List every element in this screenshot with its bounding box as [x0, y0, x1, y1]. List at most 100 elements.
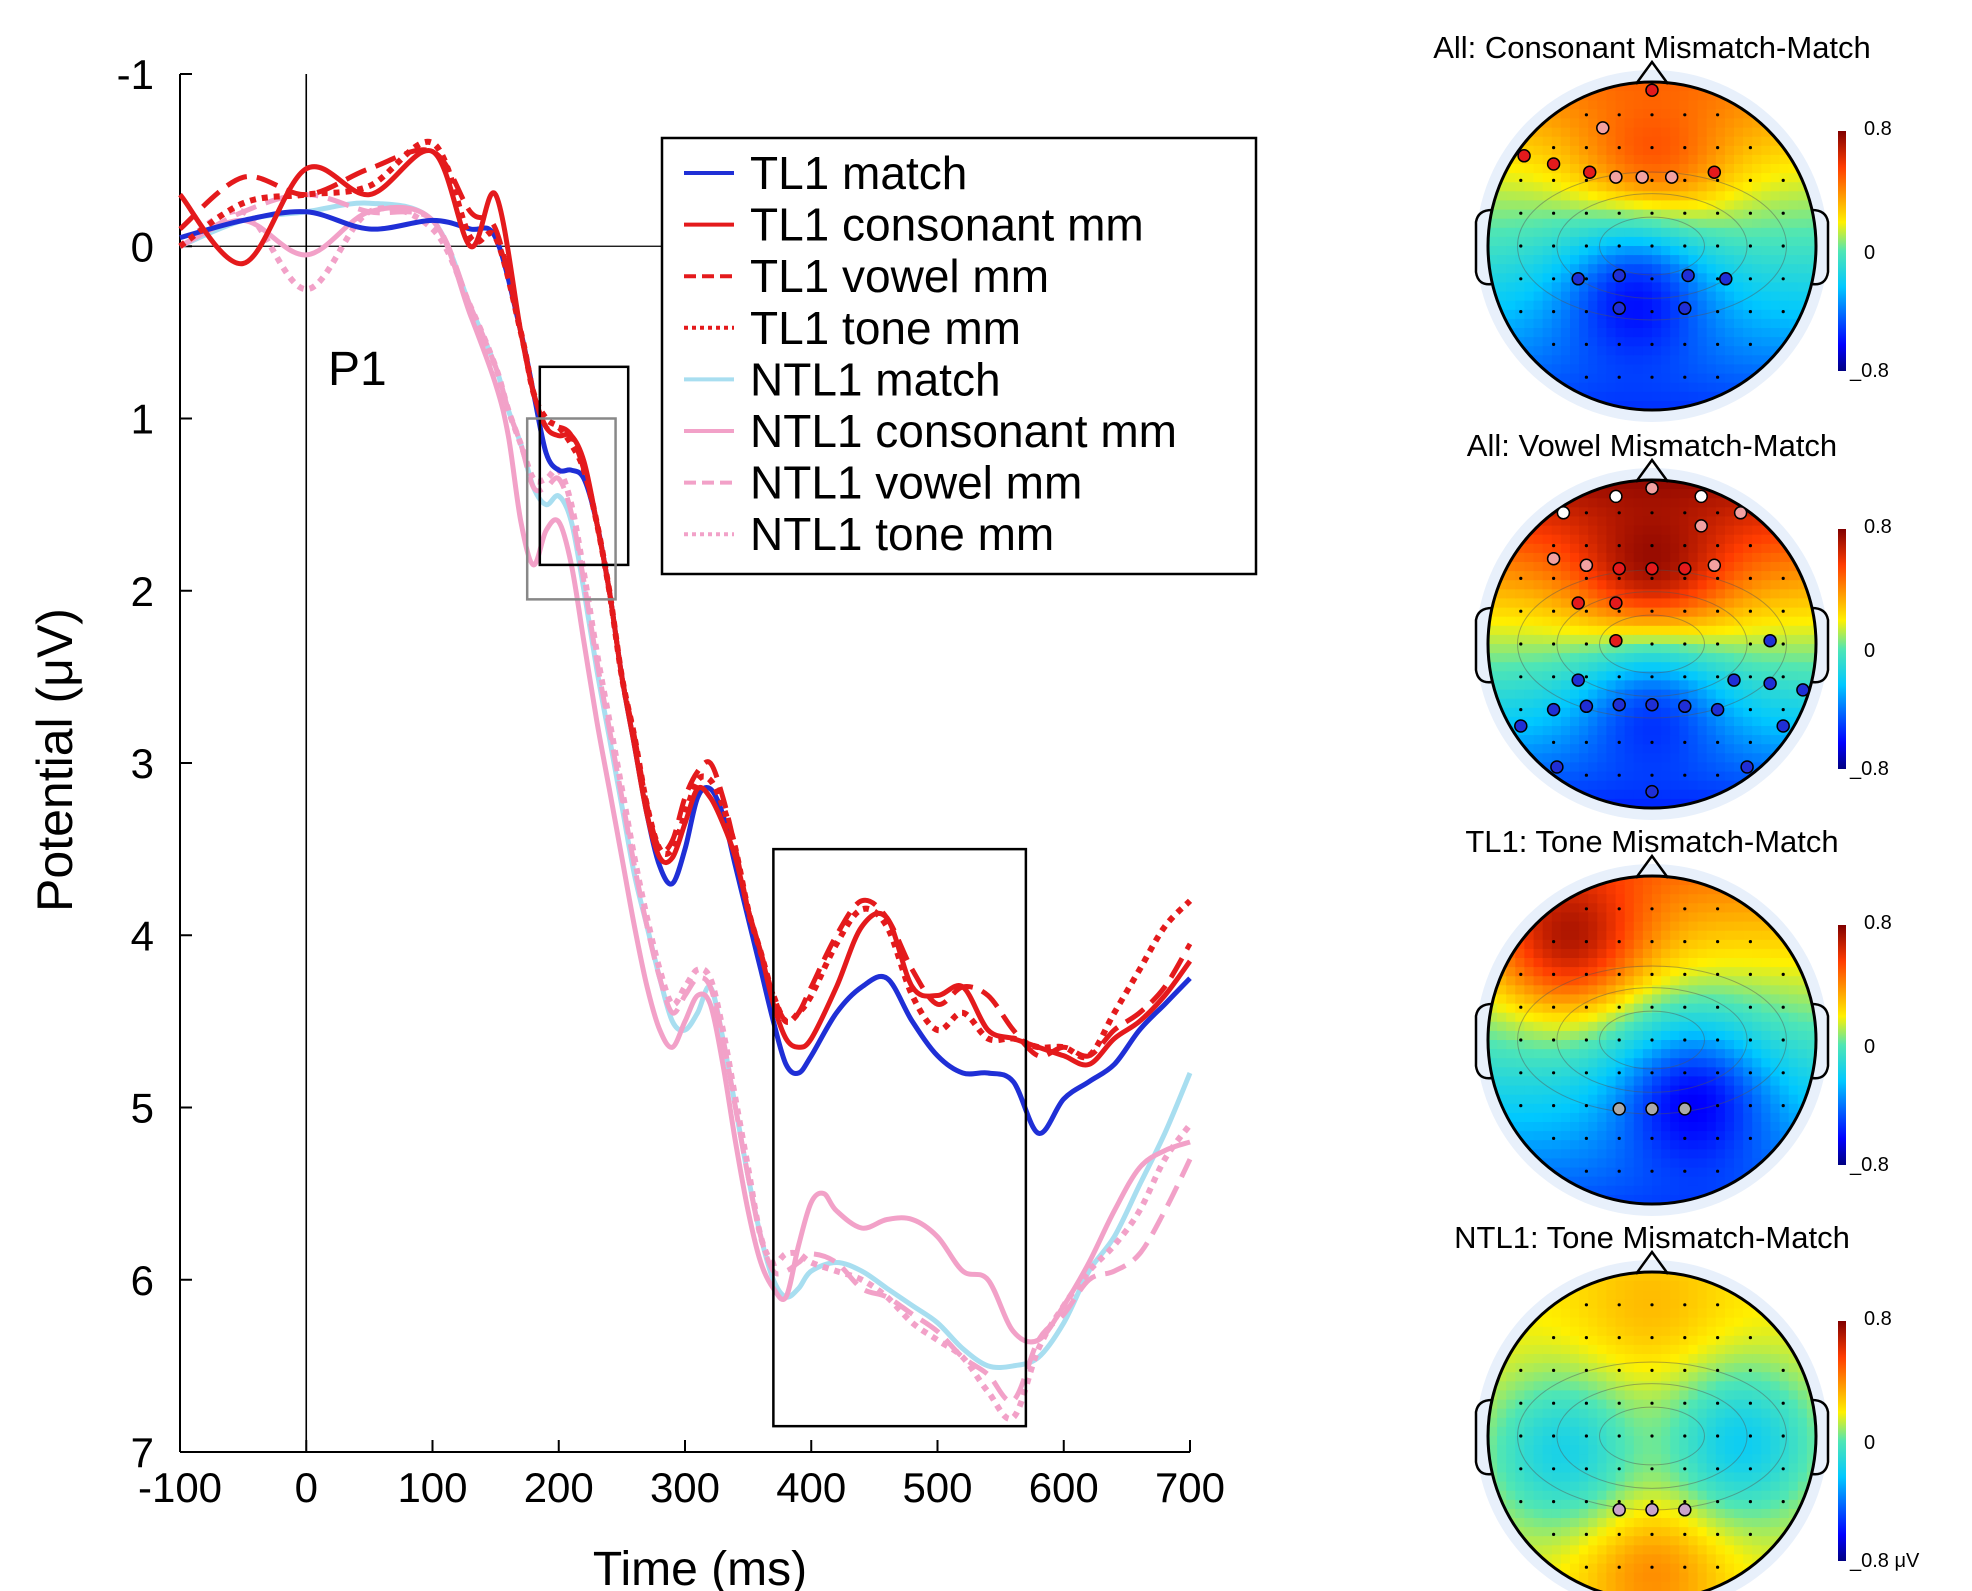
- electrode-dot: [1716, 342, 1720, 346]
- electrode-dot: [1650, 1401, 1654, 1405]
- electrode-dot: [1519, 1071, 1523, 1075]
- electrode-dot: [1716, 1401, 1720, 1405]
- x-tick-label: 300: [650, 1464, 720, 1511]
- electrode-dot: [1650, 342, 1654, 346]
- electrode-dot: [1617, 211, 1621, 215]
- p1-annotation: P1: [328, 343, 387, 396]
- electrode-dot: [1683, 675, 1687, 679]
- contour-line: [1556, 591, 1748, 697]
- contour-line: [1599, 1010, 1705, 1070]
- significant-electrode: [1678, 561, 1692, 576]
- electrode-dot: [1716, 1532, 1720, 1536]
- electrode-dot: [1584, 1038, 1588, 1042]
- significant-electrode: [1694, 519, 1708, 533]
- electrode-dot: [1584, 1005, 1588, 1009]
- electrode-dot: [1781, 972, 1785, 977]
- electrode-dot: [1584, 1303, 1588, 1307]
- electrode-dot: [1552, 1336, 1556, 1340]
- electrode-dot: [1519, 609, 1523, 613]
- electrode-dot: [1716, 1104, 1720, 1108]
- electrode-dot: [1617, 1532, 1621, 1536]
- electrode-dot: [1584, 1500, 1588, 1504]
- electrode-dot: [1748, 642, 1752, 646]
- y-tick-label: 1: [131, 396, 154, 443]
- electrode-dot: [1748, 211, 1752, 215]
- electrode-dot: [1584, 342, 1588, 346]
- series-line-3: [178, 138, 1193, 1061]
- electrode-dot: [1584, 972, 1588, 977]
- electrode-dot: [1716, 1434, 1720, 1438]
- significant-electrode: [1763, 633, 1777, 648]
- analysis-window-1: [525, 417, 617, 601]
- electrode-dot: [1781, 1467, 1785, 1471]
- electrode-dot: [1584, 675, 1588, 679]
- electrode-dot: [1650, 1500, 1654, 1504]
- electrode-dot: [1748, 1500, 1752, 1504]
- electrode-dot: [1617, 375, 1621, 379]
- right-ear-icon: [1811, 1398, 1830, 1476]
- electrode-dot: [1650, 1136, 1654, 1140]
- electrode-dot: [1650, 609, 1654, 613]
- significant-electrode: [1546, 157, 1561, 171]
- significant-electrode: [1710, 702, 1725, 717]
- topomap-title: All: Consonant Mismatch-Match: [1433, 30, 1871, 65]
- electrode-dot: [1617, 544, 1621, 548]
- electrode-dot: [1683, 1038, 1687, 1042]
- topomap-1: All: Vowel Mismatch-Match 0.8 0 _0.8: [1467, 428, 1892, 820]
- electrode-dot: [1781, 642, 1785, 646]
- electrode-dot: [1617, 1005, 1621, 1009]
- electrode-dot: [1584, 146, 1588, 150]
- x-tick-label: 100: [397, 1464, 467, 1511]
- electrode-dot: [1716, 609, 1720, 613]
- electrode-dot: [1683, 1500, 1687, 1504]
- colorbar-max-label: 0.8: [1864, 118, 1892, 140]
- electrode-dot: [1748, 675, 1752, 679]
- electrode-dot: [1716, 244, 1720, 248]
- electrode-dot: [1519, 178, 1523, 182]
- electrode-dot: [1683, 342, 1687, 346]
- electrode-dot: [1748, 940, 1752, 944]
- electrode-dot: [1683, 642, 1687, 646]
- electrode-dot: [1519, 1434, 1523, 1438]
- significant-electrode: [1582, 165, 1597, 179]
- electrode-dot: [1552, 1071, 1556, 1075]
- series-line-6: [178, 192, 1193, 1404]
- significant-electrode: [1612, 301, 1626, 316]
- electrode-dot: [1519, 277, 1523, 281]
- electrode-dot: [1584, 1467, 1588, 1471]
- electrode-dot: [1683, 244, 1687, 248]
- electrode-dot: [1552, 544, 1556, 548]
- electrode-dot: [1552, 642, 1556, 646]
- electrode-dot: [1617, 972, 1621, 977]
- significant-electrode: [1733, 506, 1748, 520]
- series-line-7: [178, 205, 1193, 1422]
- significant-electrode: [1635, 170, 1649, 184]
- electrode-dot: [1650, 146, 1654, 150]
- electrode-dot: [1716, 310, 1720, 314]
- electrode-dot: [1781, 675, 1785, 679]
- electrode-dot: [1781, 708, 1785, 712]
- legend-label: NTL1 match: [750, 353, 1001, 405]
- electrode-dot: [1748, 1136, 1752, 1140]
- electrode-dot: [1716, 1565, 1720, 1569]
- colorbar-mid-label: 0: [1864, 242, 1875, 264]
- electrode-dot: [1617, 1303, 1621, 1307]
- nose-icon: [1634, 1249, 1670, 1275]
- significant-electrode: [1550, 760, 1564, 774]
- electrode-dot: [1584, 1104, 1588, 1108]
- electrode-dot: [1650, 1071, 1654, 1075]
- electrode-dot: [1617, 609, 1621, 613]
- electrode-dot: [1683, 1434, 1687, 1438]
- contour-line: [1556, 987, 1748, 1093]
- contour-line: [1599, 1406, 1705, 1466]
- plot-area: -100 0 100 200 300 400 500 600 700 -1 0 1 2 3 4 5 6 7: [117, 51, 1225, 1511]
- electrode-dot: [1748, 1336, 1752, 1340]
- electrode-dot: [1552, 1104, 1556, 1108]
- significant-electrode: [1609, 633, 1623, 648]
- colorbar-min-label: _0.8: [1849, 360, 1889, 382]
- electrode-dot: [1683, 1467, 1687, 1471]
- topomap-2: TL1: Tone Mismatch-Match 0.8 0 _0.8: [1465, 824, 1892, 1216]
- electrode-dot: [1552, 1434, 1556, 1438]
